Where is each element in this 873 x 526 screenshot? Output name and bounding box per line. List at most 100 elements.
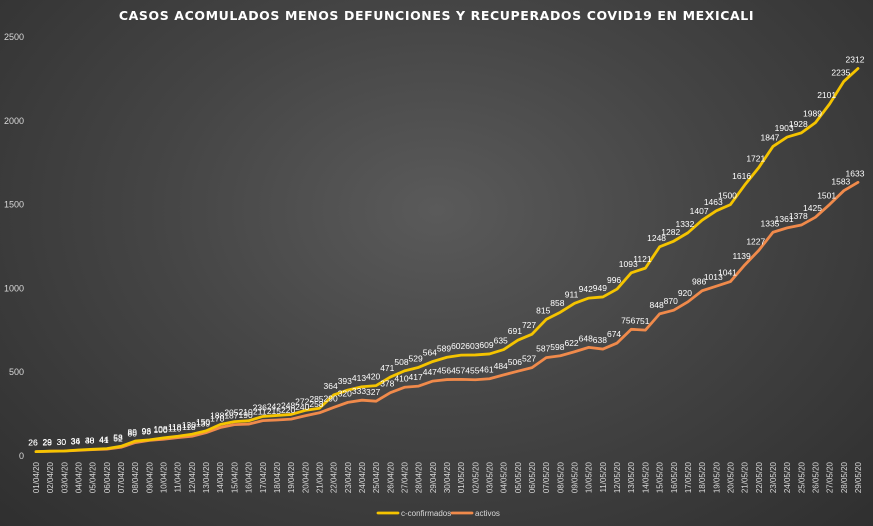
x-tick-label: 06/04/20 xyxy=(103,461,112,493)
data-label: 727 xyxy=(522,320,536,330)
x-tick-label: 23/05/20 xyxy=(769,461,778,493)
data-label: 1501 xyxy=(817,190,836,200)
data-label: 942 xyxy=(579,284,593,294)
x-tick-label: 24/05/20 xyxy=(783,461,792,493)
y-tick-label: 1000 xyxy=(4,283,24,293)
data-label: 638 xyxy=(593,335,607,345)
data-label: 170 xyxy=(210,414,224,424)
data-label: 30 xyxy=(57,437,67,447)
x-tick-label: 17/05/20 xyxy=(684,461,693,493)
data-label: 598 xyxy=(550,342,564,352)
x-tick-label: 22/04/20 xyxy=(330,461,339,493)
series-line-c-confirmados xyxy=(34,67,860,454)
y-tick-label: 1500 xyxy=(4,200,24,210)
x-tick-label: 06/05/20 xyxy=(528,461,537,493)
x-tick-label: 29/04/20 xyxy=(429,461,438,493)
data-label: 1378 xyxy=(789,211,808,221)
data-label: 1332 xyxy=(675,219,694,229)
data-label: 285 xyxy=(309,394,323,404)
x-tick-label: 07/04/20 xyxy=(117,461,126,493)
data-label: 272 xyxy=(295,396,309,406)
data-label: 461 xyxy=(479,365,493,375)
data-label: 364 xyxy=(324,381,338,391)
x-tick-label: 17/04/20 xyxy=(259,461,268,493)
x-tick-label: 29/05/20 xyxy=(854,461,863,493)
x-tick-label: 11/04/20 xyxy=(174,461,183,492)
data-label: 118 xyxy=(168,422,182,432)
data-label: 1248 xyxy=(647,233,666,243)
data-label: 751 xyxy=(635,316,649,326)
x-tick-label: 22/05/20 xyxy=(755,461,764,493)
data-label: 96 xyxy=(142,426,152,436)
data-label: 100 xyxy=(153,425,167,435)
x-tick-label: 10/04/20 xyxy=(160,461,169,493)
x-tick-label: 08/05/20 xyxy=(556,461,565,493)
data-label: 139 xyxy=(196,419,210,429)
data-label: 89 xyxy=(127,427,137,437)
data-label: 1041 xyxy=(718,268,737,278)
x-tick-label: 16/05/20 xyxy=(670,461,679,493)
x-tick-label: 30/04/20 xyxy=(443,461,452,493)
data-label: 635 xyxy=(494,336,508,346)
data-label: 527 xyxy=(522,354,536,364)
data-label: 80 xyxy=(127,429,137,439)
x-tick-label: 14/04/20 xyxy=(216,461,225,493)
data-label: 52 xyxy=(113,433,123,443)
data-label: 410 xyxy=(394,373,408,383)
x-tick-label: 03/05/20 xyxy=(486,461,495,493)
data-label: 996 xyxy=(607,275,621,285)
x-tick-label: 21/05/20 xyxy=(741,461,750,493)
data-label: 508 xyxy=(394,357,408,367)
x-tick-label: 13/05/20 xyxy=(627,461,636,493)
data-label: 393 xyxy=(338,376,352,386)
x-tick-label: 28/04/20 xyxy=(415,461,424,493)
data-label: 622 xyxy=(564,338,578,348)
data-label: 2101 xyxy=(817,90,836,100)
x-tick-label: 16/04/20 xyxy=(245,461,254,493)
data-label: 190 xyxy=(238,410,252,420)
data-label: 150 xyxy=(196,417,210,427)
data-label: 248 xyxy=(281,400,295,410)
data-label: 1721 xyxy=(746,154,765,164)
data-label: 240 xyxy=(295,402,309,412)
data-label: 215 xyxy=(267,406,281,416)
data-label: 327 xyxy=(366,387,380,397)
x-tick-label: 21/04/20 xyxy=(315,461,324,493)
data-label: 848 xyxy=(649,300,663,310)
series-line-activos xyxy=(34,180,860,454)
data-label: 949 xyxy=(593,283,607,293)
x-tick-label: 26/04/20 xyxy=(386,461,395,493)
x-tick-label: 03/04/20 xyxy=(60,461,69,493)
data-label: 858 xyxy=(550,298,564,308)
data-label: 1500 xyxy=(718,191,737,201)
data-label: 986 xyxy=(692,277,706,287)
data-label: 815 xyxy=(536,305,550,315)
data-label: 911 xyxy=(565,289,579,299)
data-label: 484 xyxy=(494,361,508,371)
x-tick-label: 01/05/20 xyxy=(457,461,466,493)
data-label: 456 xyxy=(437,366,451,376)
data-label: 506 xyxy=(508,357,522,367)
x-tick-label: 13/04/20 xyxy=(202,461,211,493)
data-label: 529 xyxy=(409,353,423,363)
data-label: 205 xyxy=(224,408,238,418)
x-tick-label: 19/04/20 xyxy=(287,461,296,493)
x-tick-label: 26/05/20 xyxy=(811,461,820,493)
x-tick-label: 20/05/20 xyxy=(726,461,735,493)
data-label: 1989 xyxy=(803,109,822,119)
data-label: 1407 xyxy=(690,206,709,216)
data-label: 38 xyxy=(85,436,95,446)
data-label: 110 xyxy=(168,424,182,434)
data-label: 40 xyxy=(85,435,95,445)
x-tick-label: 10/05/20 xyxy=(585,461,594,493)
data-label: 564 xyxy=(423,347,437,357)
data-label: 1335 xyxy=(761,218,780,228)
data-label: 2235 xyxy=(831,67,850,77)
x-tick-label: 25/05/20 xyxy=(797,461,806,493)
data-label: 1227 xyxy=(746,236,765,246)
x-tick-label: 23/04/20 xyxy=(344,461,353,493)
data-label: 220 xyxy=(281,405,295,415)
data-label: 603 xyxy=(465,341,479,351)
